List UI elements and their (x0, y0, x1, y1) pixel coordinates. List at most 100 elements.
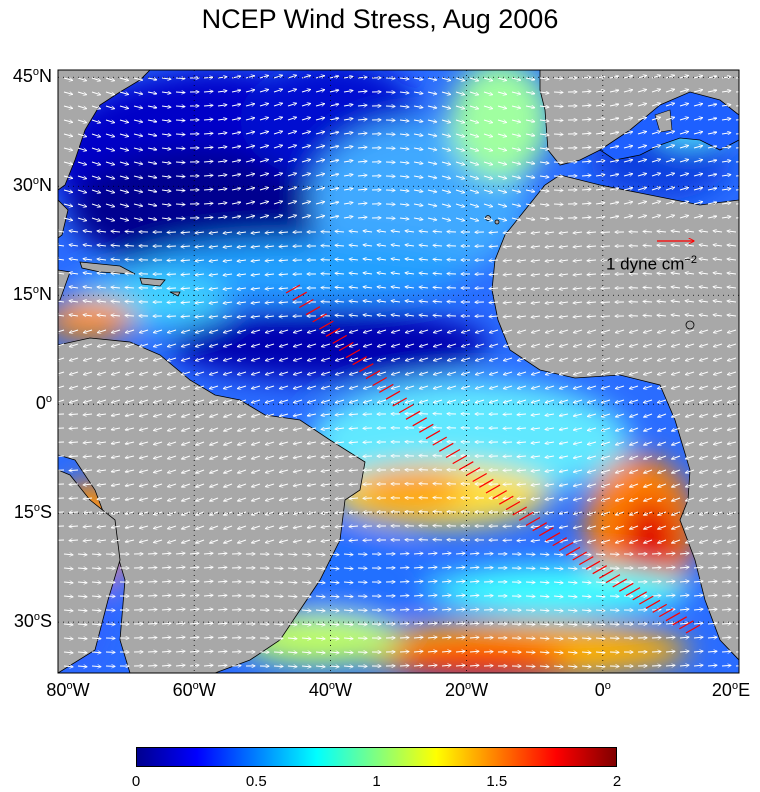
wind-vector (455, 77, 465, 81)
wind-vector (693, 202, 703, 204)
wind-vector (349, 428, 359, 429)
wind-vector (91, 189, 101, 193)
wind-vector (525, 204, 535, 206)
wind-vector (581, 203, 591, 204)
wind-vector (413, 609, 423, 610)
wind-vector (433, 245, 443, 246)
wind-vector (413, 204, 423, 206)
wind-vector (195, 260, 205, 261)
wind-vector (623, 188, 633, 190)
wind-vector (251, 232, 261, 233)
wind-vector (693, 216, 703, 218)
wind-vector (651, 103, 661, 107)
wind-vector (539, 568, 549, 569)
wind-vector (91, 610, 101, 611)
wind-vector (335, 287, 345, 288)
wind-vector (203, 147, 213, 148)
wind-vector (503, 526, 513, 527)
wind-vector (419, 273, 429, 274)
wind-vector (721, 623, 731, 624)
wind-vector (265, 274, 275, 275)
wind-vector (287, 159, 297, 163)
wind-vector (273, 638, 283, 639)
wind-vector (539, 134, 549, 135)
wind-vector (679, 145, 689, 149)
wind-vector (665, 201, 675, 205)
wind-vector (427, 148, 437, 150)
wind-vector (727, 273, 737, 274)
wind-vector (273, 131, 283, 135)
wind-vector (685, 245, 695, 246)
wind-vector (217, 189, 227, 190)
wind-vector (553, 204, 563, 205)
wind-vector (217, 665, 227, 666)
wind-vector (483, 175, 493, 179)
wind-vector (161, 204, 171, 205)
wind-vector (83, 287, 93, 288)
wind-vector (203, 203, 213, 204)
wind-vector (161, 78, 171, 79)
wind-vector (441, 105, 451, 109)
wind-vector (69, 259, 79, 260)
wind-vector (237, 288, 247, 289)
wind-vector (427, 120, 437, 122)
wind-vector (63, 176, 73, 178)
wind-vector (713, 259, 723, 260)
wind-vector (329, 132, 339, 134)
wind-vector (427, 134, 437, 136)
wind-vector (657, 259, 667, 260)
wind-vector (167, 232, 177, 233)
wind-vector (195, 246, 205, 247)
wind-vector (357, 203, 367, 204)
wind-vector (287, 145, 297, 149)
wind-vector (377, 259, 387, 260)
wind-vector (525, 582, 535, 583)
wind-vector (427, 162, 437, 164)
wind-vector (147, 190, 157, 192)
wind-vector (329, 202, 339, 204)
wind-vector (413, 218, 423, 220)
wind-vector (671, 259, 681, 260)
wind-vector (707, 146, 717, 148)
wind-vector (489, 260, 499, 261)
wind-vector (643, 259, 653, 260)
wind-vector (175, 204, 185, 205)
wind-vector (315, 188, 325, 190)
wind-vector (273, 201, 283, 205)
wind-vector (573, 246, 583, 247)
wind-vector (259, 131, 269, 135)
wind-vector (315, 146, 325, 148)
wind-vector (91, 175, 101, 179)
wind-vector (609, 146, 619, 148)
wind-vector (357, 161, 367, 162)
wind-vector (441, 147, 451, 151)
wind-vector (245, 104, 255, 106)
wind-vector (399, 190, 409, 191)
wind-vector (259, 117, 269, 121)
wind-vector (643, 273, 653, 274)
wind-vector (665, 187, 675, 191)
wind-vector (657, 287, 667, 288)
wind-vector (133, 92, 143, 94)
wind-vector (195, 288, 205, 289)
wind-vector (349, 259, 359, 260)
wind-vector (315, 216, 325, 218)
wind-vector (545, 260, 555, 261)
wind-vector (651, 201, 661, 205)
wind-vector (195, 232, 205, 233)
wind-vector (175, 134, 185, 135)
wind-vector (209, 260, 219, 261)
longitude-tick-label: 40oW (308, 680, 352, 700)
wind-vector (69, 231, 79, 232)
wind-vector (161, 609, 171, 610)
wind-vector (483, 147, 493, 151)
wind-vector (595, 582, 605, 583)
wind-vector (259, 75, 269, 79)
wind-vector (721, 91, 731, 92)
wind-vector (343, 147, 353, 149)
wind-vector (657, 231, 667, 232)
wind-vector (573, 232, 583, 233)
wind-vector (203, 161, 213, 162)
wind-vector (91, 147, 101, 151)
wind-vector (167, 246, 177, 247)
